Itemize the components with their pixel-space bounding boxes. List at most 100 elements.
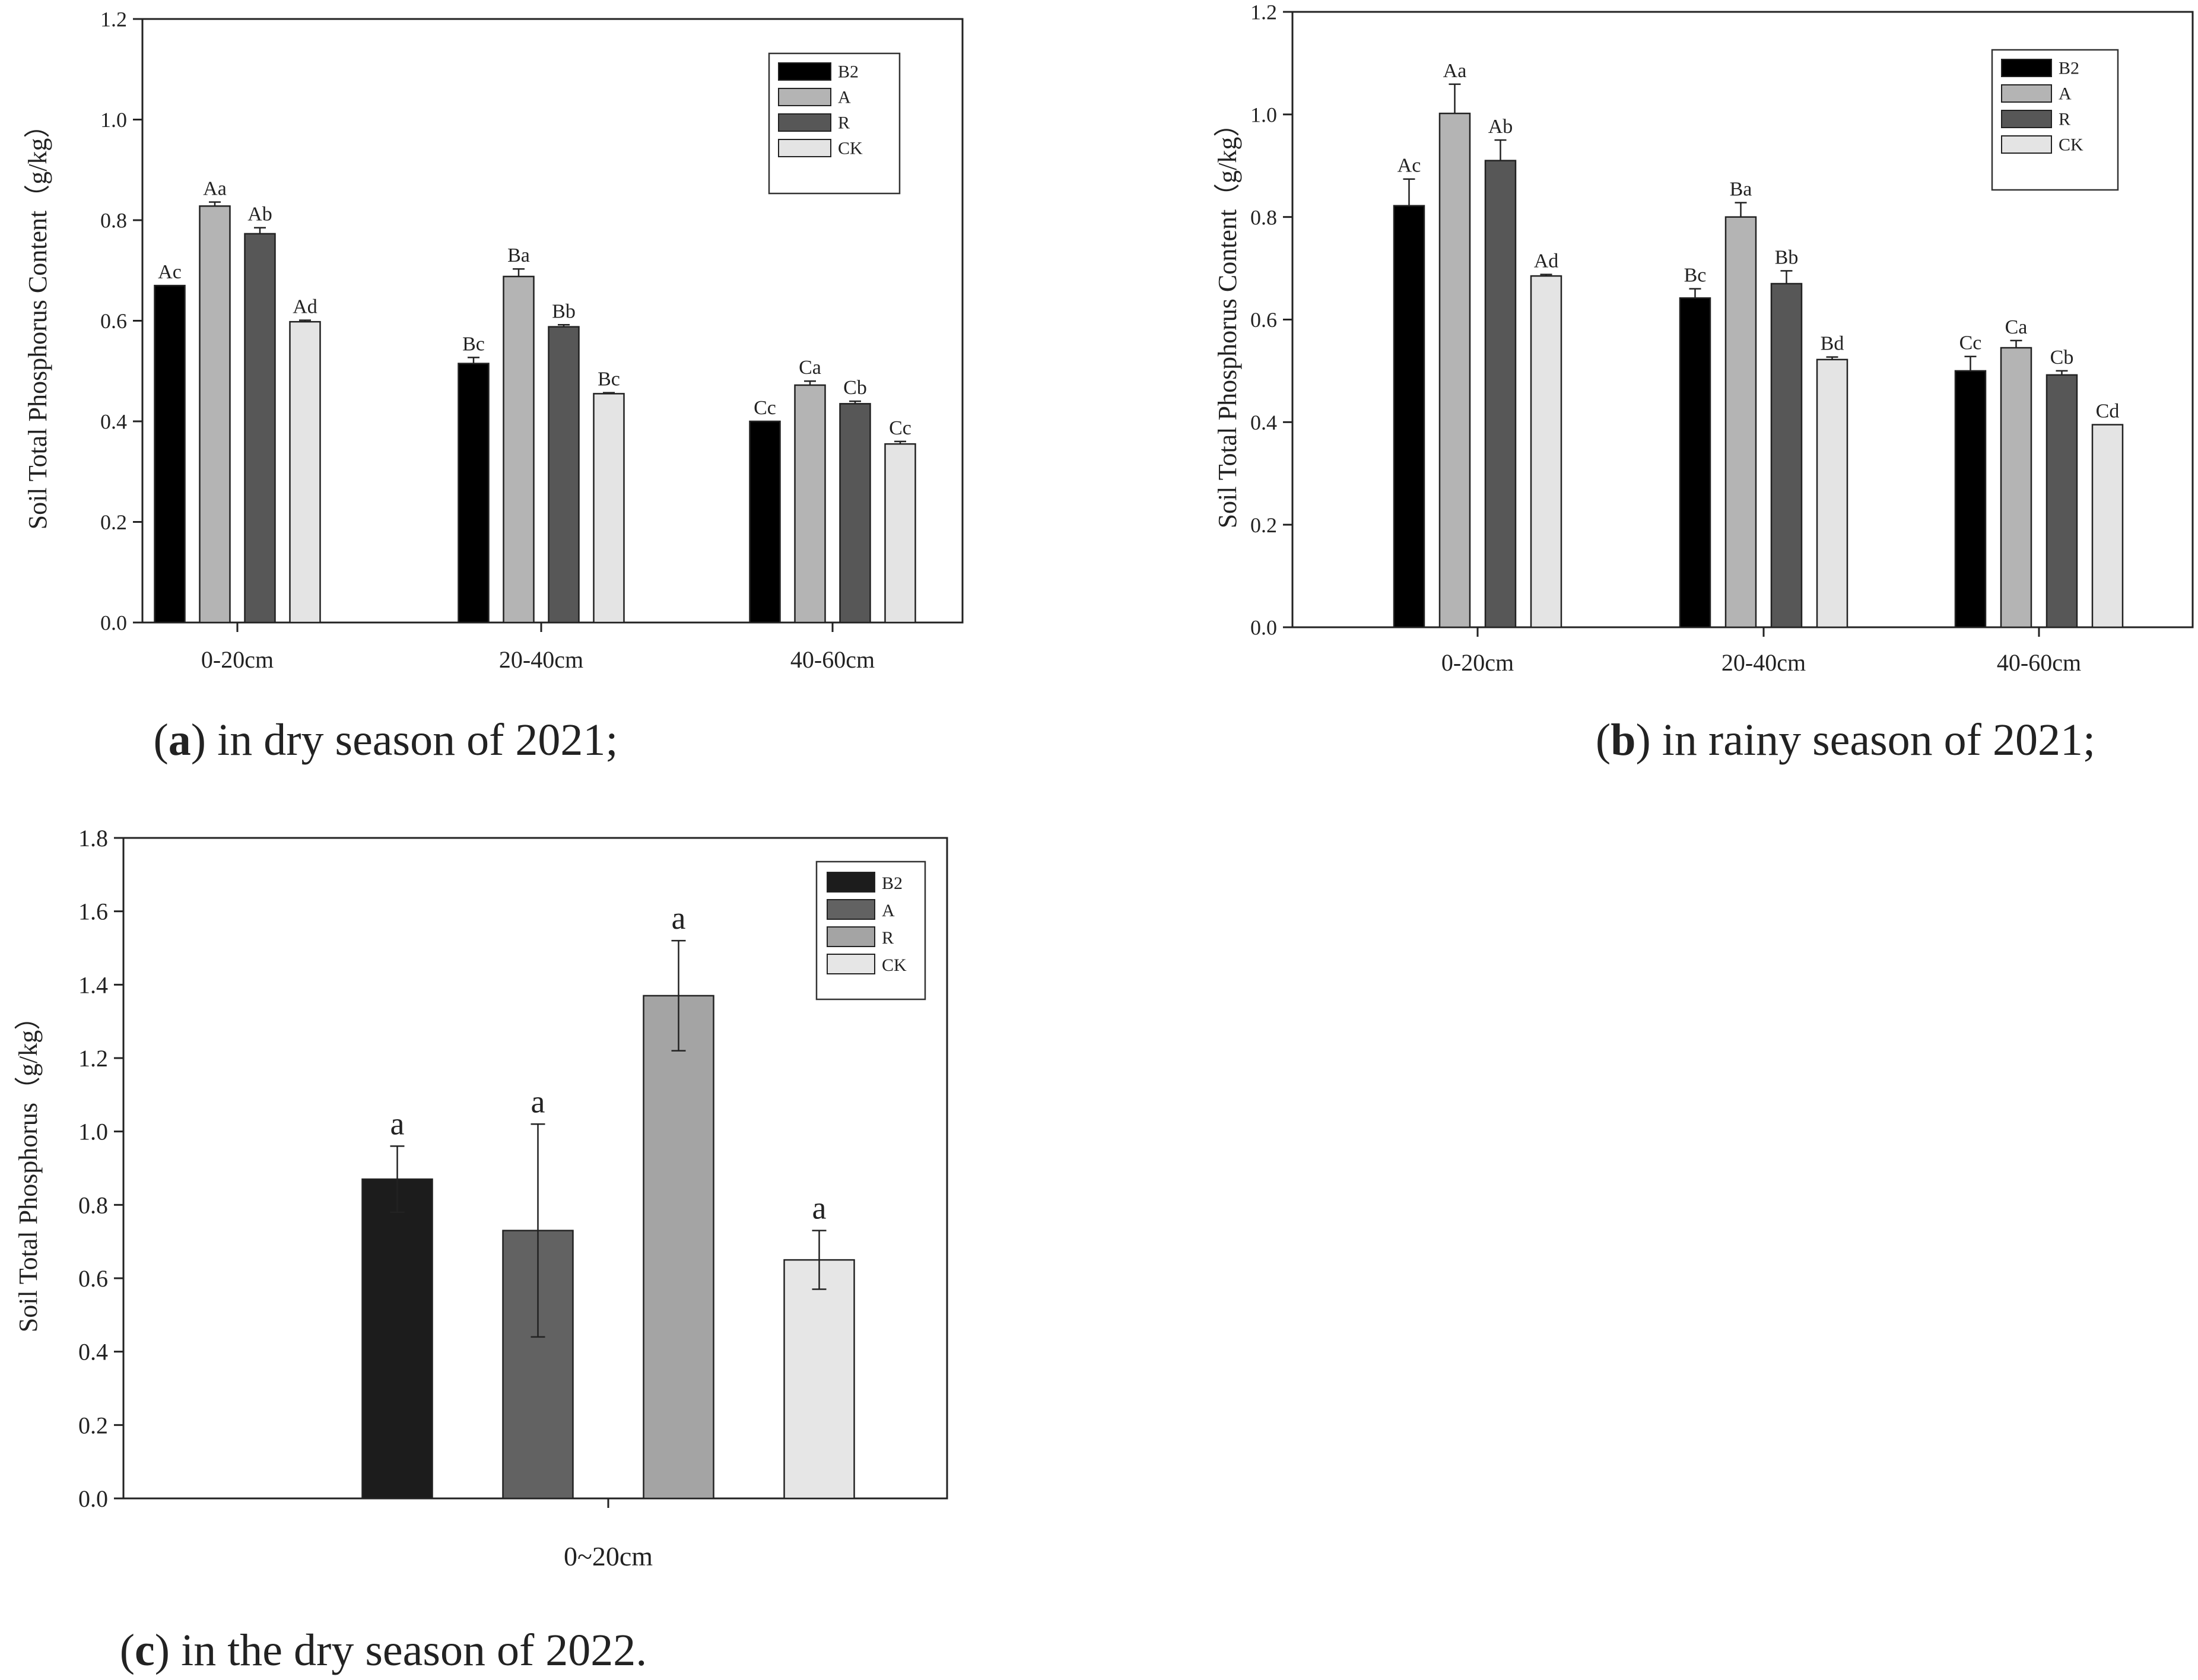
bar-b2-0: [1393, 205, 1425, 628]
bar-a-1: [1724, 216, 1757, 628]
legend-label: B2: [882, 874, 903, 893]
legend-label: A: [2059, 84, 2072, 104]
y-tick-label: 1.2: [100, 8, 127, 31]
bar-a-0: [1438, 112, 1471, 628]
y-axis-label: Soil Total Phosphorus Content（g/kg）: [1213, 111, 1242, 529]
y-tick-label: 1.2: [78, 1045, 108, 1072]
legend-swatch-ck: [2001, 135, 2052, 154]
caption-paren-close: ): [1635, 715, 1650, 765]
bar-a-1: [503, 275, 535, 624]
significance-label: Bc: [598, 369, 620, 390]
legend-label: CK: [2059, 135, 2083, 155]
y-tick-label: 1.0: [1250, 103, 1277, 126]
panel-caption: (c) in the dry season of 2022.: [120, 1625, 647, 1675]
significance-label: Ca: [799, 357, 821, 379]
bar-r-2: [2045, 374, 2078, 628]
caption-text: in rainy season of 2021;: [1651, 715, 2095, 765]
legend-label: A: [882, 901, 895, 920]
legend-label: CK: [882, 955, 907, 975]
significance-label: Cc: [754, 397, 776, 419]
significance-label: Cb: [843, 377, 867, 399]
caption-paren-close: ): [191, 715, 206, 765]
significance-label: a: [390, 1106, 405, 1141]
x-tick-label: 0~20cm: [564, 1541, 653, 1571]
legend-swatch-r: [827, 926, 875, 947]
panel-caption: (b) in rainy season of 2021;: [1596, 715, 2095, 765]
bar-ck-2: [2091, 424, 2124, 628]
chart-panel-a: 0.0 0.2 0.4 0.6 0.8 1.0 1.2 Soil Total Phosphor…: [23, 8, 964, 765]
y-axis-label: Soil Total Phosphorus Content（g/kg）: [23, 112, 52, 530]
y-tick-label: 0.8: [100, 209, 127, 233]
y-tick-label: 1.4: [78, 971, 108, 998]
caption-paren-open: (: [1596, 715, 1611, 765]
y-tick-label: 0.0: [78, 1485, 108, 1512]
caption-paren-open: (: [120, 1625, 135, 1675]
legend-label: B2: [838, 62, 859, 82]
x-tick-label: 40-60cm: [1997, 649, 2081, 676]
significance-label: Bd: [1821, 333, 1844, 355]
y-tick-label: 0.0: [1250, 616, 1277, 640]
significance-label: Ac: [1397, 155, 1421, 177]
y-tick-label: 1.8: [78, 825, 108, 852]
bar-a-2: [2000, 347, 2032, 628]
legend-swatch-r: [778, 113, 831, 132]
bar-ck-1: [593, 393, 625, 624]
significance-label: Ab: [1488, 116, 1513, 138]
y-tick-label: 0.8: [78, 1192, 108, 1218]
bar-b2-1: [458, 363, 490, 624]
significance-label: Ab: [247, 204, 272, 226]
legend-swatch-ck: [827, 954, 875, 974]
bar-b2-2: [1954, 370, 1987, 628]
bar-r-1: [548, 326, 580, 624]
significance-label: Aa: [203, 177, 227, 199]
bar-ck-0: [783, 1259, 855, 1500]
y-tick-label: 0.8: [1250, 205, 1277, 229]
significance-label: Bc: [1684, 265, 1707, 287]
significance-label: a: [812, 1190, 827, 1226]
caption-letter: c: [135, 1625, 155, 1675]
significance-label: Cb: [2050, 347, 2074, 369]
x-tick-label: 20-40cm: [1721, 649, 1806, 676]
x-tick-label: 20-40cm: [499, 646, 583, 673]
significance-label: Ad: [293, 296, 317, 318]
x-tick-label: 0-20cm: [1441, 649, 1514, 676]
bar-b2-0: [361, 1178, 433, 1500]
bar-r-2: [839, 403, 871, 624]
y-tick-label: 1.0: [100, 108, 127, 132]
caption-letter: a: [169, 715, 191, 765]
significance-label: Ba: [1730, 178, 1752, 200]
chart-panel-b: 0.0 0.2 0.4 0.6 0.8 1.0 1.2 Soil Total Phosphor…: [1213, 1, 2194, 765]
legend-label: A: [838, 88, 851, 107]
bar-r-0: [1484, 160, 1517, 628]
y-tick-label: 0.2: [1250, 513, 1277, 537]
legend-swatch-b2: [778, 62, 831, 81]
bar-r-1: [1770, 282, 1803, 628]
significance-label: Ca: [2005, 316, 2028, 338]
legend-swatch-b2: [2001, 59, 2052, 77]
significance-label: Cc: [889, 417, 911, 439]
y-tick-label: 0.6: [100, 309, 127, 333]
legend-label: CK: [838, 139, 863, 158]
bar-a-0: [199, 205, 231, 624]
significance-label: a: [531, 1084, 545, 1119]
significance-label: Ba: [507, 244, 530, 266]
y-tick-label: 0.4: [1250, 411, 1277, 434]
significance-label: Aa: [1443, 60, 1467, 82]
significance-label: Bb: [1775, 246, 1799, 268]
legend: B2 AR CK: [1991, 49, 2119, 191]
caption-letter: b: [1611, 715, 1635, 765]
caption-text: in the dry season of 2022.: [170, 1625, 647, 1675]
bar-b2-0: [154, 284, 186, 624]
y-tick-label: 0.6: [78, 1265, 108, 1292]
bar-r-0: [643, 995, 714, 1500]
legend-label: R: [838, 113, 850, 133]
significance-label: a: [672, 900, 686, 936]
significance-label: Cd: [2096, 401, 2120, 423]
bar-ck-1: [1816, 358, 1848, 628]
legend-label: R: [2059, 110, 2070, 129]
bar-b2-2: [749, 420, 781, 624]
caption-paren-close: ): [155, 1625, 170, 1675]
y-tick-label: 1.0: [78, 1119, 108, 1145]
significance-label: Cc: [1959, 332, 1982, 354]
